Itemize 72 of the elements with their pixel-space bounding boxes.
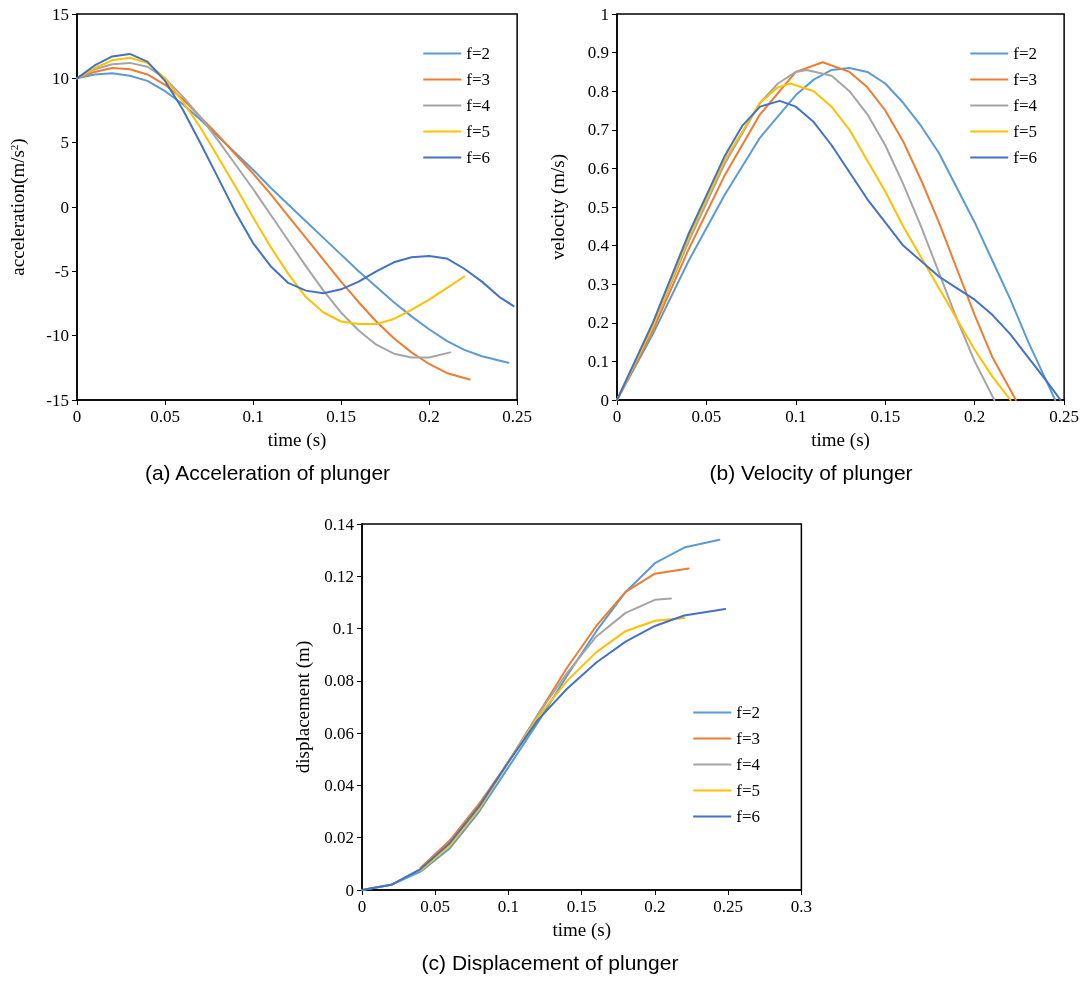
x-tick-label: 0.1	[785, 407, 807, 426]
x-tick-label: 0.1	[242, 407, 264, 426]
y-tick-label: 0.6	[587, 158, 609, 178]
y-tick-label: 10	[52, 68, 69, 88]
x-tick-label: 0.05	[691, 407, 722, 426]
y-tick-label: 0.04	[324, 775, 355, 795]
x-tick-label: 0	[72, 407, 82, 426]
x-tick-label: 0.05	[420, 897, 451, 916]
legend-label: f=4	[466, 96, 491, 115]
x-tick-label: 0.2	[418, 407, 440, 426]
legend-label: f=3	[736, 729, 760, 748]
text: (b) Velocity of plunger	[709, 461, 913, 484]
y-tick-label: -10	[46, 326, 69, 346]
y-tick-label: 1	[600, 4, 609, 24]
y-tick-label: 0.06	[324, 723, 354, 743]
y-tick-label: 0.1	[332, 619, 354, 639]
legend-label: f=4	[1013, 96, 1038, 115]
y-tick-label: 0.02	[324, 828, 354, 848]
legend-label: f=6	[1013, 148, 1037, 167]
y-tick-label: 15	[52, 4, 69, 24]
y-tick-label: 0.1	[587, 351, 609, 371]
y-tick-label: 0.12	[324, 566, 354, 586]
y-tick-label: 0.2	[587, 313, 609, 333]
x-axis-title: time (s)	[552, 918, 611, 941]
y-tick-label: 0	[60, 197, 69, 217]
x-tick-label: 0.15	[566, 897, 597, 916]
y-tick-label: 0.7	[587, 120, 610, 140]
text: (c) Displacement of plunger	[421, 951, 679, 974]
y-axis-title: acceleration(m/s2)	[7, 138, 29, 276]
legend-label: f=5	[736, 781, 760, 800]
x-tick-label: 0.15	[870, 407, 901, 426]
y-tick-label: 0	[345, 880, 354, 900]
legend-label: f=6	[466, 148, 490, 167]
line-series	[361, 607, 727, 891]
line-series	[76, 56, 466, 326]
legend-label: f=2	[1013, 44, 1037, 63]
y-tick-label: -5	[54, 261, 69, 281]
y-tick-label: 0.08	[324, 671, 354, 691]
y-tick-label: -15	[46, 390, 69, 410]
x-tick-label: 0.15	[326, 407, 356, 426]
legend-label: f=6	[736, 807, 760, 826]
x-tick-label: 0.3	[790, 897, 812, 916]
y-tick-label: 0.5	[587, 197, 609, 217]
legend-label: f=3	[466, 70, 490, 89]
x-axis-title: time (s)	[811, 428, 870, 451]
legend-label: f=5	[1013, 122, 1037, 141]
x-tick-label: 0.25	[713, 897, 744, 916]
x-tick-label: 0.2	[964, 407, 986, 426]
x-tick-label: 0.1	[497, 897, 520, 916]
legend-label: f=5	[466, 122, 490, 141]
y-axis-title: velocity (m/s)	[547, 153, 569, 261]
legend-label: f=2	[466, 44, 490, 63]
y-tick-label: 5	[60, 133, 69, 153]
y-tick-label: 0	[600, 390, 609, 410]
text: (a) Acceleration of plunger	[144, 461, 391, 484]
legend-label: f=2	[736, 703, 760, 722]
line-series	[419, 617, 686, 872]
y-axis-title: displacement (m)	[292, 640, 314, 774]
x-tick-label: 0.2	[644, 897, 666, 916]
y-tick-label: 0.8	[587, 81, 609, 101]
x-tick-label: 0.25	[1049, 407, 1079, 426]
y-tick-label: 0.4	[587, 236, 610, 256]
x-tick-label: 0.05	[150, 407, 180, 426]
legend-label: f=4	[736, 755, 761, 774]
x-tick-label: 0.25	[502, 407, 532, 426]
x-tick-label: 0	[357, 897, 367, 916]
y-tick-label: 0.9	[587, 43, 609, 63]
legend-label: f=3	[1013, 70, 1037, 89]
x-axis-title: time (s)	[267, 428, 327, 451]
y-tick-label: 0.3	[587, 274, 609, 294]
y-tick-label: 0.14	[324, 514, 355, 534]
x-tick-label: 0	[612, 407, 622, 426]
